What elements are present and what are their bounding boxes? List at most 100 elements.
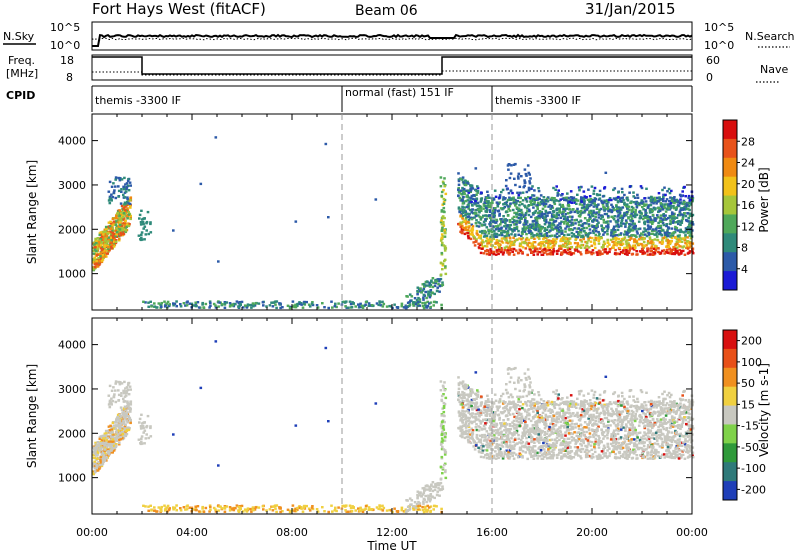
power-cell — [523, 225, 526, 229]
power-cell — [108, 249, 111, 252]
power-cell — [660, 239, 664, 242]
power-cell — [441, 216, 444, 219]
power-cell — [602, 240, 606, 243]
power-cell — [129, 199, 132, 202]
power-cell — [528, 246, 531, 249]
power-cell — [536, 207, 539, 211]
power-cell — [457, 188, 460, 191]
power-cell — [583, 195, 587, 198]
power-cell — [123, 176, 126, 180]
velocity-cell — [357, 507, 360, 510]
velocity-cell — [117, 393, 121, 397]
velocity-cell — [155, 510, 159, 513]
power-cell — [558, 203, 562, 206]
power-cell — [457, 194, 460, 198]
power-cell — [472, 194, 475, 197]
power-cell — [492, 220, 495, 223]
power-cell — [689, 212, 692, 215]
power-cell — [427, 290, 430, 293]
power-cell — [683, 205, 686, 209]
power-cell — [508, 209, 512, 212]
power-cell — [160, 301, 163, 305]
power-cell — [591, 225, 594, 228]
velocity-cell — [439, 389, 443, 392]
power-cell — [666, 190, 669, 193]
power-cell — [580, 229, 583, 232]
velocity-cell — [118, 432, 122, 435]
power-cell — [498, 246, 501, 249]
power-cell — [656, 238, 659, 242]
power-cell — [478, 234, 481, 238]
power-cell — [547, 239, 551, 242]
power-cell — [631, 208, 634, 212]
power-cell — [657, 192, 661, 195]
velocity-cell — [321, 506, 324, 509]
velocity-cell — [359, 509, 362, 513]
power-cell — [459, 225, 463, 228]
power-cell — [561, 229, 564, 232]
velocity-cell — [621, 455, 625, 459]
power-cell — [554, 226, 557, 229]
power-cell — [645, 187, 648, 190]
velocity-cell — [389, 509, 393, 512]
power-cell — [186, 300, 189, 303]
velocity-cell — [323, 510, 326, 513]
velocity-cell — [122, 411, 125, 414]
power-cell — [497, 243, 500, 247]
power-cell — [251, 302, 255, 305]
power-cell — [669, 196, 672, 199]
power-cell — [465, 195, 468, 198]
power-cell — [577, 232, 580, 236]
velocity-cell — [107, 449, 110, 453]
power-cell — [627, 217, 630, 220]
power-cell — [621, 206, 625, 209]
power-cell — [481, 216, 484, 219]
power-cell — [527, 189, 531, 192]
power-cell — [612, 207, 615, 210]
power-cell — [626, 253, 629, 256]
power-cell — [301, 306, 305, 309]
power-cell — [606, 251, 609, 254]
power-cell — [327, 216, 330, 219]
power-cell — [467, 236, 470, 240]
velocity-cell — [463, 436, 467, 440]
power-cell — [95, 263, 99, 266]
power-cell — [601, 226, 605, 230]
velocity-cell — [118, 383, 122, 386]
power-cell — [542, 204, 546, 207]
velocity-cell — [440, 441, 443, 445]
power-cell — [550, 250, 553, 253]
power-cell — [123, 224, 126, 227]
velocity-cell — [439, 443, 443, 446]
power-cell — [616, 211, 620, 214]
power-cell — [588, 215, 592, 218]
power-cell — [670, 206, 673, 209]
power-cell — [576, 207, 579, 211]
velocity-cell — [379, 508, 383, 511]
power-cell — [94, 258, 98, 261]
power-cell — [440, 251, 444, 255]
power-cell — [611, 209, 614, 212]
power-cell — [278, 302, 281, 305]
power-cell — [426, 300, 429, 304]
power-cell — [569, 190, 573, 193]
power-cell — [485, 226, 489, 229]
velocity-cell — [428, 489, 432, 492]
velocity-cell — [119, 415, 123, 418]
power-cell — [522, 186, 526, 189]
power-cell — [643, 220, 647, 223]
power-cell — [124, 209, 127, 212]
power-cell — [633, 196, 637, 199]
power-cell — [439, 220, 443, 224]
power-cell — [485, 249, 489, 253]
velocity-cell — [347, 510, 350, 513]
power-cell — [677, 222, 680, 226]
power-cell — [129, 196, 133, 199]
velocity-cell — [308, 509, 312, 512]
power-cell — [683, 186, 686, 189]
power-cell — [275, 300, 279, 303]
power-cell — [526, 244, 529, 247]
velocity-cell — [426, 508, 430, 512]
velocity-cell — [457, 382, 461, 385]
velocity-cell — [98, 449, 101, 452]
